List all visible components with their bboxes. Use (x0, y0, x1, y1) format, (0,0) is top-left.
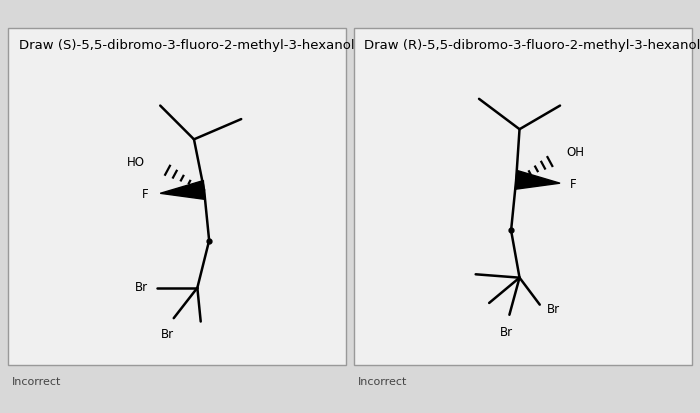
Text: Br: Br (500, 325, 512, 338)
Text: Draw (S)-5,5-dibromo-3-fluoro-2-methyl-3-hexanol.: Draw (S)-5,5-dibromo-3-fluoro-2-methyl-3… (18, 39, 358, 52)
Text: Br: Br (160, 327, 174, 340)
Text: Br: Br (547, 302, 559, 315)
Text: OH: OH (567, 145, 584, 158)
Bar (8, 29, 346, 366)
Text: Incorrect: Incorrect (358, 375, 407, 386)
Text: HO: HO (127, 155, 145, 169)
Text: Draw (R)-5,5-dibromo-3-fluoro-2-methyl-3-hexanol.: Draw (R)-5,5-dibromo-3-fluoro-2-methyl-3… (364, 39, 700, 52)
Bar (354, 29, 692, 366)
Text: Br: Br (135, 280, 148, 293)
Text: Incorrect: Incorrect (12, 375, 61, 386)
Polygon shape (515, 171, 560, 190)
Polygon shape (160, 181, 205, 200)
Text: F: F (570, 177, 577, 190)
Text: F: F (142, 188, 148, 200)
